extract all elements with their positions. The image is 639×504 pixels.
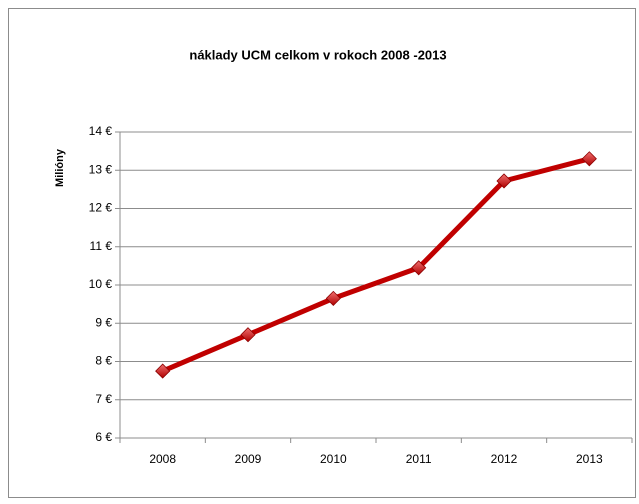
x-tick-label: 2008 — [149, 452, 176, 466]
y-tick-label: 8 € — [95, 354, 112, 368]
x-tick-label: 2009 — [235, 452, 262, 466]
marker — [581, 151, 597, 167]
x-tick-label: 2011 — [406, 452, 432, 466]
x-tick-label: 2013 — [576, 452, 603, 466]
marker — [325, 290, 341, 306]
chart-title: náklady UCM celkom v rokoch 2008 -2013 — [189, 47, 446, 62]
line — [161, 156, 590, 374]
y-axis-label: Milióny — [54, 148, 66, 187]
marker — [240, 327, 256, 343]
x-tick-label: 2012 — [491, 452, 518, 466]
x-tick-label: 2010 — [320, 452, 347, 466]
marker — [411, 260, 427, 276]
chart-frame — [8, 8, 636, 498]
marker — [155, 363, 171, 379]
y-tick-label: 14 € — [89, 124, 113, 138]
y-tick-label: 7 € — [95, 392, 112, 406]
y-tick-label: 13 € — [89, 162, 113, 176]
y-tick-label: 10 € — [89, 277, 113, 291]
y-tick-label: 12 € — [89, 201, 113, 215]
marker — [496, 173, 512, 189]
y-tick-label: 9 € — [95, 315, 112, 329]
y-tick-label: 6 € — [95, 430, 112, 444]
y-tick-label: 11 € — [90, 239, 113, 253]
